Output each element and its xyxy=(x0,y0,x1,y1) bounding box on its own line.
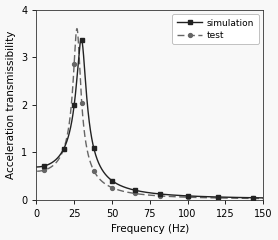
Legend: simulation, test: simulation, test xyxy=(172,14,259,44)
Y-axis label: Acceleration transmissibility: Acceleration transmissibility xyxy=(6,30,16,179)
X-axis label: Frequency (Hz): Frequency (Hz) xyxy=(111,224,189,234)
